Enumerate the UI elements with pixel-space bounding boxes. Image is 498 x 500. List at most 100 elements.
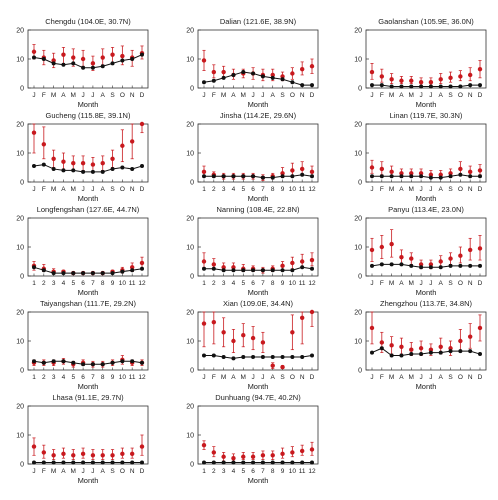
data-point (221, 268, 226, 273)
data-point (428, 347, 434, 352)
data-point (51, 156, 56, 161)
series-line (33, 164, 143, 173)
data-point (280, 268, 285, 273)
x-tick-label: J (91, 186, 94, 193)
data-point (370, 174, 374, 179)
data-point (370, 83, 374, 88)
data-point (467, 72, 473, 78)
data-point (389, 241, 394, 247)
data-point (130, 268, 135, 273)
data-point (290, 71, 295, 76)
data-point (379, 244, 385, 250)
data-point (428, 175, 433, 180)
x-tick-label: N (468, 92, 473, 99)
x-tick-label: A (61, 186, 66, 193)
plot-frame (27, 405, 149, 465)
series-line (33, 54, 143, 69)
data-point (81, 169, 86, 174)
data-point (448, 263, 453, 268)
data-point (379, 74, 385, 79)
data-point (280, 364, 285, 370)
data-point (61, 168, 66, 173)
data-point (41, 162, 46, 167)
data-point (140, 360, 144, 365)
data-point (370, 350, 374, 355)
x-tick-label: J (81, 92, 84, 99)
series-red (369, 229, 483, 270)
x-axis-label: Month (416, 194, 437, 203)
y-tick-label: 10 (186, 433, 194, 440)
x-tick-label: J (81, 468, 84, 475)
x-tick-label: 12 (308, 280, 316, 287)
data-point (438, 175, 443, 180)
x-tick-label: 8 (101, 280, 105, 287)
data-point (61, 271, 66, 276)
data-point (478, 83, 482, 88)
y-tick-label: 0 (190, 274, 194, 281)
panel-title: Dalian (121.6E, 38.9N) (220, 17, 297, 26)
x-tick-label: M (71, 186, 76, 193)
x-tick-label: D (478, 186, 483, 193)
data-point (130, 166, 135, 171)
data-point (379, 174, 384, 179)
data-point (61, 62, 66, 67)
data-point (369, 69, 375, 75)
data-point (250, 335, 256, 341)
data-point (139, 444, 145, 449)
data-point (41, 57, 46, 61)
data-point (100, 160, 105, 166)
data-point (428, 350, 433, 355)
data-point (270, 460, 275, 465)
x-tick-label: A (61, 468, 66, 475)
data-point (309, 64, 315, 69)
x-axis-label: Month (416, 382, 437, 391)
series-line (204, 174, 313, 179)
data-point (379, 346, 384, 351)
x-tick-label: 9 (281, 280, 285, 287)
data-point (81, 271, 86, 276)
data-point (379, 166, 385, 172)
series-black (202, 70, 314, 88)
x-tick-label: M (241, 374, 246, 381)
y-tick-label: 0 (20, 274, 24, 281)
y-tick-label: 0 (358, 274, 362, 281)
x-tick-label: J (429, 280, 432, 287)
data-point (458, 263, 463, 268)
data-point (270, 354, 275, 359)
data-point (290, 174, 295, 179)
data-point (280, 460, 285, 465)
data-point (438, 84, 443, 89)
plot-frame (197, 311, 319, 371)
series-black (32, 265, 144, 276)
data-point (90, 162, 96, 167)
data-point (399, 262, 404, 267)
x-tick-label: A (271, 92, 276, 99)
data-point (280, 354, 285, 359)
data-point (409, 78, 414, 83)
plot-frame (365, 123, 487, 183)
data-point (448, 349, 453, 354)
y-tick-label: 10 (186, 151, 194, 158)
x-tick-label: 2 (42, 374, 46, 381)
data-point (409, 263, 414, 268)
x-tick-label: N (300, 92, 305, 99)
data-point (290, 260, 295, 266)
x-tick-label: F (380, 186, 384, 193)
panel-title: Dunhuang (94.7E, 40.2N) (215, 393, 301, 402)
data-point (211, 174, 216, 179)
x-tick-label: A (61, 92, 66, 99)
data-point (458, 166, 463, 172)
x-tick-label: D (310, 92, 315, 99)
x-tick-label: M (51, 186, 56, 193)
data-point (409, 352, 414, 357)
data-point (201, 58, 207, 63)
y-tick-label: 10 (354, 57, 362, 64)
x-tick-label: 8 (271, 280, 275, 287)
series-line (372, 174, 480, 179)
data-point (241, 354, 246, 359)
y-tick-label: 10 (354, 339, 362, 346)
data-point (129, 265, 135, 270)
x-tick-label: 5 (241, 468, 245, 475)
